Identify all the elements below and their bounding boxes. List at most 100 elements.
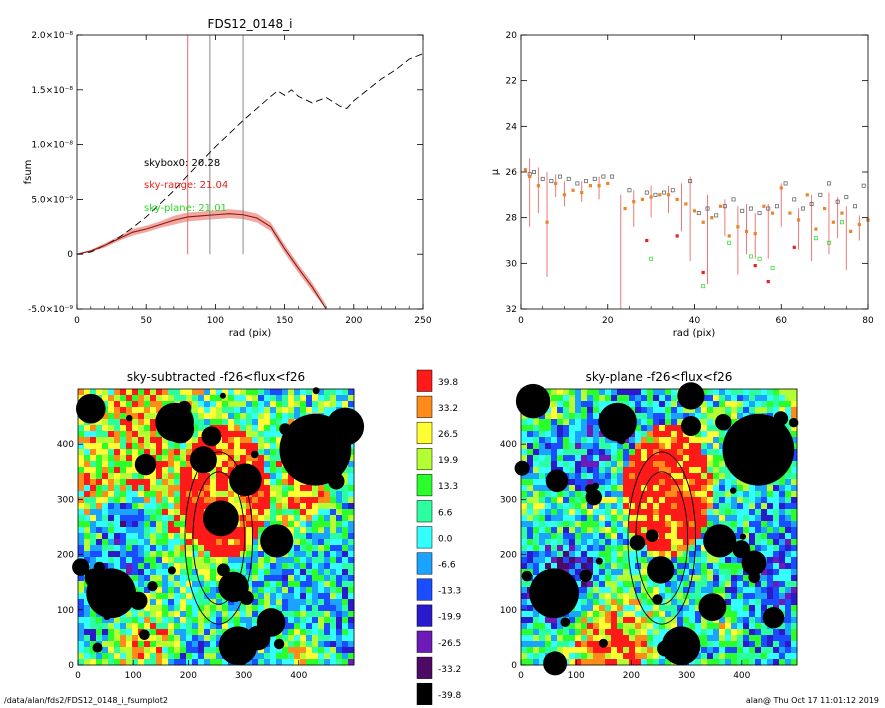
sky-plane-pixel: [713, 479, 720, 486]
sky-plane-pixel: [641, 581, 648, 588]
sky-plane-pixel: [665, 509, 672, 516]
sky-plane-pixel: [671, 395, 678, 402]
sky-plane-pixel: [671, 515, 678, 522]
sky-plane-pixel: [731, 395, 738, 402]
sky-subtracted-pixel: [312, 641, 319, 648]
sky-plane-pixel: [677, 407, 684, 414]
sky-plane-pixel: [713, 401, 720, 408]
sky-plane-pixel: [671, 449, 678, 456]
sky-subtracted-pixel: [336, 605, 343, 612]
sky-subtracted-pixel: [96, 503, 103, 510]
sky-plane-pixel: [629, 581, 636, 588]
sky-subtracted-pixel: [258, 485, 265, 492]
sky-subtracted-pixel: [300, 395, 307, 402]
sky-plane-pixel: [677, 437, 684, 444]
sky-subtracted-pixel: [222, 431, 229, 438]
sky-subtracted-pixel: [234, 563, 241, 570]
sky-subtracted-pixel: [228, 551, 235, 558]
sky-subtracted-pixel: [342, 473, 349, 480]
sky-subtracted-pixel: [270, 557, 277, 564]
sky-plane-pixel: [707, 635, 714, 642]
sky-plane-pixel: [647, 647, 654, 654]
sky-subtracted-pixel: [162, 641, 169, 648]
sky-subtracted-pixel: [270, 599, 277, 606]
sky-subtracted-pixel: [84, 389, 91, 396]
sky-plane-pixel: [605, 539, 612, 546]
sky-subtracted-pixel: [126, 479, 133, 486]
sky-plane-pixel: [659, 551, 666, 558]
sky-subtracted-pixel: [294, 479, 301, 486]
sky-subtracted-pixel: [318, 623, 325, 630]
sky-plane-pixel: [581, 647, 588, 654]
sky-subtracted-pixel: [132, 395, 139, 402]
sky-plane-pixel: [683, 521, 690, 528]
sky-plane-pixel: [647, 461, 654, 468]
sky-plane-pixel: [581, 635, 588, 642]
sky-plane-pixel: [737, 401, 744, 408]
sky-subtracted-pixel: [114, 431, 121, 438]
sky-subtracted-pixel: [168, 479, 175, 486]
sky-plane-pixel: [719, 647, 726, 654]
sky-subtracted-pixel: [102, 389, 109, 396]
sky-subtracted-pixel: [294, 527, 301, 534]
sky-subtracted-pixel: [90, 653, 97, 660]
sky-subtracted-pixel: [186, 473, 193, 480]
sky-subtracted-pixel: [144, 419, 151, 426]
sky-plane-pixel: [599, 647, 606, 654]
sky-subtracted-pixel: [174, 521, 181, 528]
sky-plane-pixel: [557, 425, 564, 432]
sky-subtracted-pixel: [234, 455, 241, 462]
sky-plane-pixel: [671, 491, 678, 498]
sky-subtracted-pixel: [342, 623, 349, 630]
sky-subtracted-pixel: [96, 557, 103, 564]
sky-plane-pixel: [539, 467, 546, 474]
sky-subtracted-pixel: [348, 623, 355, 630]
sky-plane-pixel: [737, 479, 744, 486]
sky-subtracted-masked-source: [203, 500, 239, 537]
sky-plane-pixel: [575, 545, 582, 552]
sky-subtracted-pixel: [324, 659, 331, 666]
sky-plane-pixel: [719, 437, 726, 444]
sky-plane-pixel: [587, 617, 594, 624]
mu-point: [861, 183, 866, 188]
sky-subtracted-pixel: [216, 599, 223, 606]
sky-subtracted-pixel: [84, 437, 91, 444]
sky-plane-pixel: [779, 515, 786, 522]
sky-subtracted-pixel: [294, 605, 301, 612]
sky-subtracted-pixel: [132, 497, 139, 504]
sky-subtracted-pixel: [126, 641, 133, 648]
sky-plane-pixel: [599, 587, 606, 594]
sky-plane-pixel: [563, 521, 570, 528]
fsum-x-tick-label: 250: [414, 316, 431, 326]
sky-plane-pixel: [551, 413, 558, 420]
sky-plane-pixel: [635, 557, 642, 564]
sky-subtracted-pixel: [138, 425, 145, 432]
sky-plane-pixel: [575, 611, 582, 618]
sky-subtracted-pixel: [204, 491, 211, 498]
sky-plane-pixel: [773, 647, 780, 654]
sky-subtracted-pixel: [324, 533, 331, 540]
sky-subtracted-pixel: [120, 419, 127, 426]
sky-plane-pixel: [575, 479, 582, 486]
sky-plane-pixel: [665, 413, 672, 420]
sky-subtracted-pixel: [246, 539, 253, 546]
mu-point: [597, 184, 601, 188]
sky-plane-pixel: [779, 539, 786, 546]
sky-subtracted-pixel: [162, 521, 169, 528]
sky-plane-pixel: [593, 461, 600, 468]
sky-subtracted-pixel: [300, 515, 307, 522]
sky-plane-pixel: [599, 635, 606, 642]
sky-plane-pixel: [527, 539, 534, 546]
sky-subtracted-pixel: [192, 593, 199, 600]
sky-plane-pixel: [539, 647, 546, 654]
mu-point: [818, 192, 823, 197]
sky-subtracted-pixel: [276, 485, 283, 492]
sky-plane-pixel: [737, 503, 744, 510]
sky-plane-pixel: [617, 497, 624, 504]
sky-subtracted-pixel: [96, 461, 103, 468]
mu-point: [645, 238, 649, 243]
mu-point: [714, 213, 719, 218]
sky-subtracted-pixel: [294, 509, 301, 516]
sky-subtracted-pixel: [300, 551, 307, 558]
sky-plane-pixel: [647, 635, 654, 642]
